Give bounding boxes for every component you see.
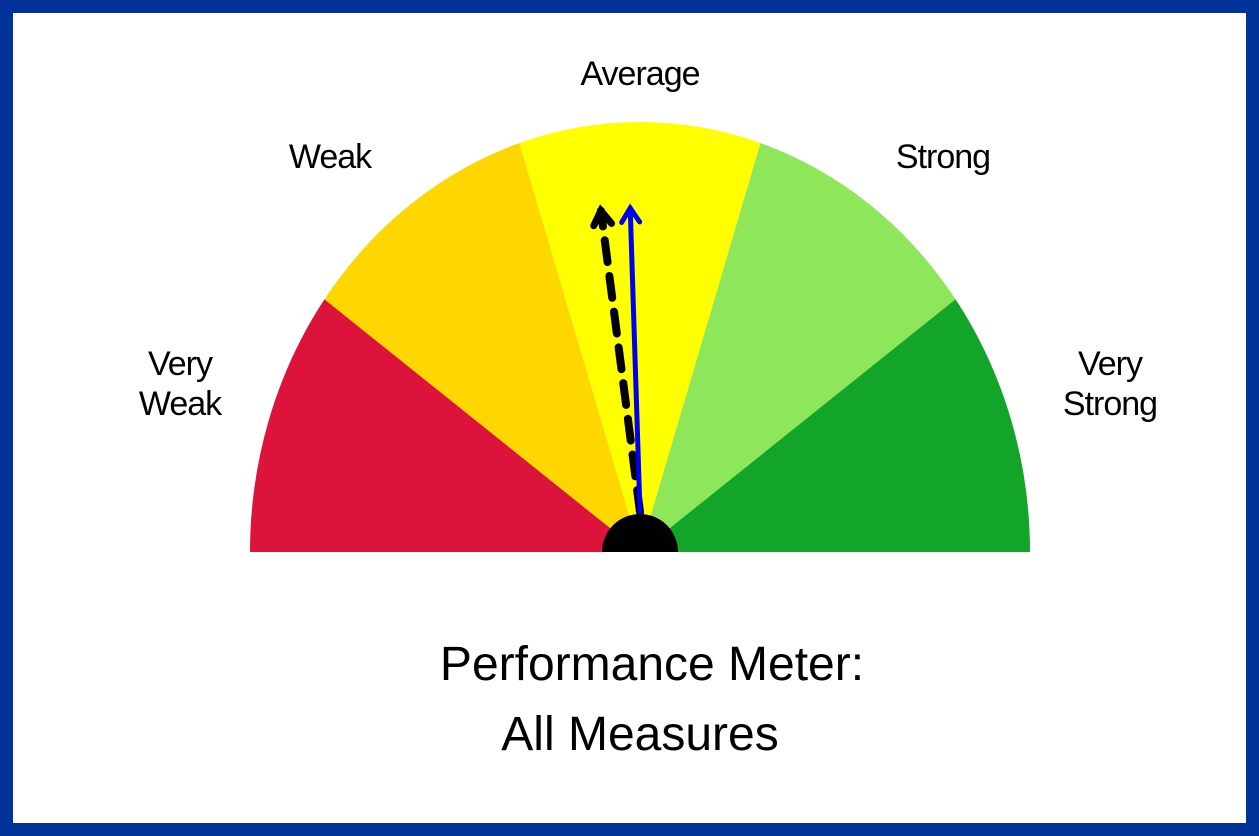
gauge-segment [324, 143, 640, 552]
segment-label-line: Very [148, 345, 213, 383]
hub [602, 514, 678, 552]
gauge-segment [250, 299, 640, 552]
chart-title: All Measures [501, 708, 778, 761]
gauge-segment [640, 143, 956, 552]
needle [627, 205, 643, 515]
chart-title: Performance Meter: [440, 638, 864, 691]
gauge-segment [519, 122, 761, 553]
segment-label: Very Weak [139, 345, 223, 423]
segment-label-line: Weak [139, 385, 223, 423]
segment-label: Average [580, 55, 699, 93]
needle-head [619, 203, 643, 225]
segment-label: Weak [289, 138, 373, 176]
needle-head [590, 204, 616, 230]
segment-label-line: Strong [1063, 385, 1157, 423]
segment-label-line: Average [580, 55, 699, 93]
segment-label-line: Strong [896, 138, 990, 176]
gauge-segment [640, 299, 1030, 552]
segment-label: Strong [896, 138, 990, 176]
segment-label-line: Weak [289, 138, 373, 176]
segment-label-line: Very [1078, 345, 1143, 383]
needle [596, 206, 644, 516]
segment-label: Very Strong [1063, 345, 1157, 423]
